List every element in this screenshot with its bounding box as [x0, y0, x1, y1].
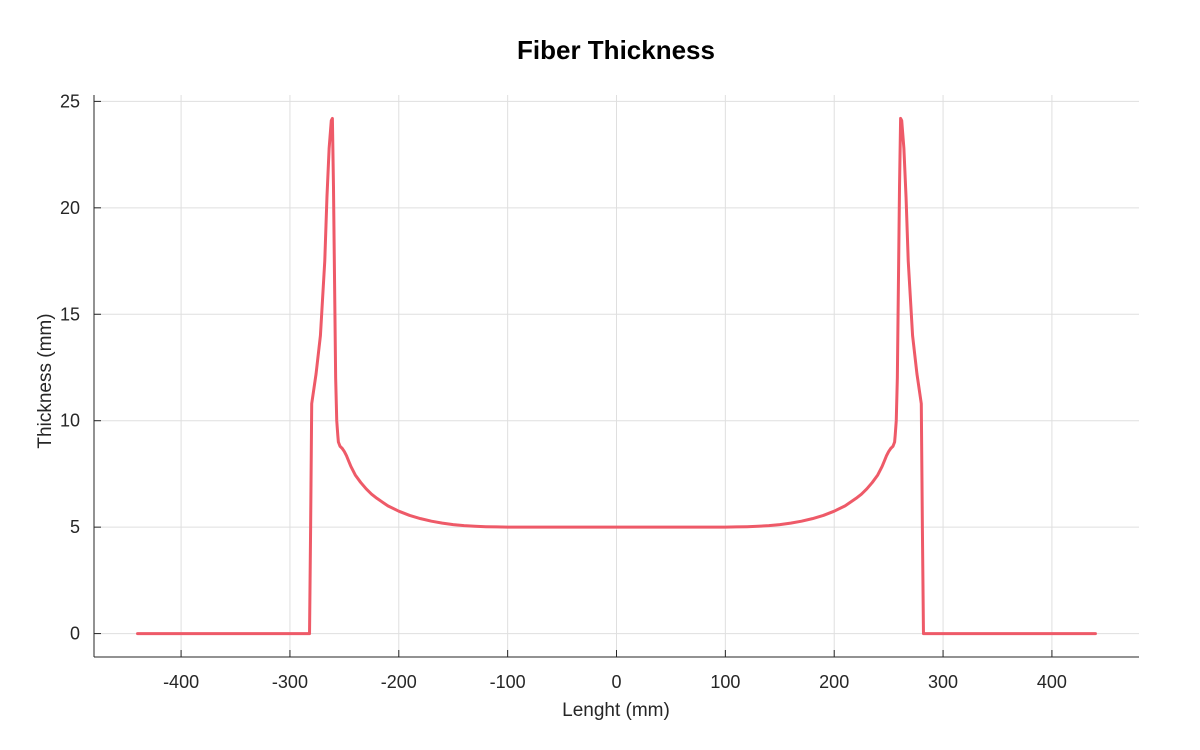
grid-lines	[94, 95, 1139, 657]
y-tick-label: 20	[60, 198, 80, 218]
y-tick-label: 25	[60, 91, 80, 111]
x-tick-label: -100	[490, 672, 526, 692]
x-tick-label: 0	[611, 672, 621, 692]
y-axis-label: Thickness (mm)	[35, 313, 56, 448]
tick-labels: -400 -300 -200 -100 0 100 200 300 400 0 5 10 15 20 25	[60, 91, 1067, 692]
x-tick-label: -300	[272, 672, 308, 692]
x-axis-label: Lenght (mm)	[562, 700, 670, 721]
y-tick-label: 10	[60, 411, 80, 431]
y-tick-label: 0	[70, 624, 80, 644]
x-tick-label: -200	[381, 672, 417, 692]
x-tick-label: -400	[163, 672, 199, 692]
y-tick-label: 5	[70, 517, 80, 537]
x-tick-label: 300	[928, 672, 958, 692]
y-tick-label: 15	[60, 304, 80, 324]
x-tick-label: 100	[710, 672, 740, 692]
chart-title: Fiber Thickness	[517, 35, 715, 65]
series-layer	[136, 116, 1097, 636]
thickness-series-line	[136, 116, 1097, 636]
x-tick-label: 200	[819, 672, 849, 692]
x-tick-label: 400	[1037, 672, 1067, 692]
